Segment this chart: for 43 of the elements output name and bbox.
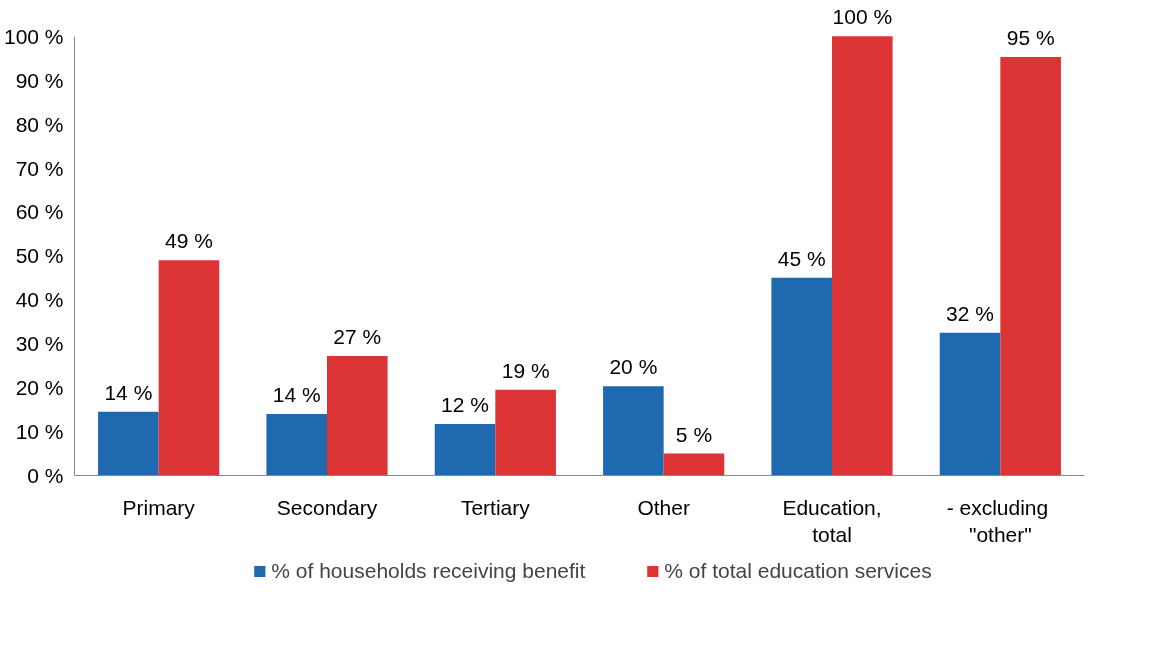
bar [1000,56,1061,476]
legend-label: % of households receiving benefit [271,559,586,583]
bar [266,414,327,476]
x-tick-label: Secondary [276,495,378,519]
y-tick-label: 50 % [15,244,64,268]
bar [495,389,556,476]
y-tick-label: 90 % [15,68,64,92]
y-tick-label: 80 % [15,112,64,136]
x-tick-label: Primary [122,495,196,519]
y-tick-label: 40 % [15,288,64,312]
data-label: 49 % [165,229,213,253]
y-tick-label: 100 % [3,24,64,48]
y-tick-label: 30 % [15,332,64,356]
bar [158,260,220,476]
legend-label: % of total education services [664,559,932,583]
data-label: 12 % [441,393,489,417]
data-label: 27 % [333,325,382,349]
data-label: 45 % [777,246,826,270]
x-tick-label: - excluding "other" [946,495,1049,547]
bar [434,424,496,476]
bar [939,332,1001,476]
data-label: 20 % [609,355,658,379]
bar [603,386,664,476]
bar [832,36,893,476]
y-tick-label: 10 % [15,420,64,444]
data-label: 32 % [946,301,994,325]
data-label: 95 % [1006,25,1055,49]
bar [327,356,388,476]
data-label: 5 % [675,422,713,446]
bar [663,453,725,476]
data-label: 19 % [501,358,550,382]
y-tick-label: 60 % [15,200,64,224]
x-tick-label: Tertiary [460,495,531,519]
y-tick-label: 20 % [15,376,64,400]
y-tick-label: 0 % [27,464,64,487]
data-label: 14 % [272,383,321,406]
data-label: 100 % [832,5,893,29]
y-tick-label: 70 % [15,156,64,180]
bar [98,411,159,476]
x-tick-label: Education, total [782,495,882,547]
bar [771,277,832,476]
x-tick-label: Other [637,495,690,519]
data-label: 14 % [104,380,153,404]
